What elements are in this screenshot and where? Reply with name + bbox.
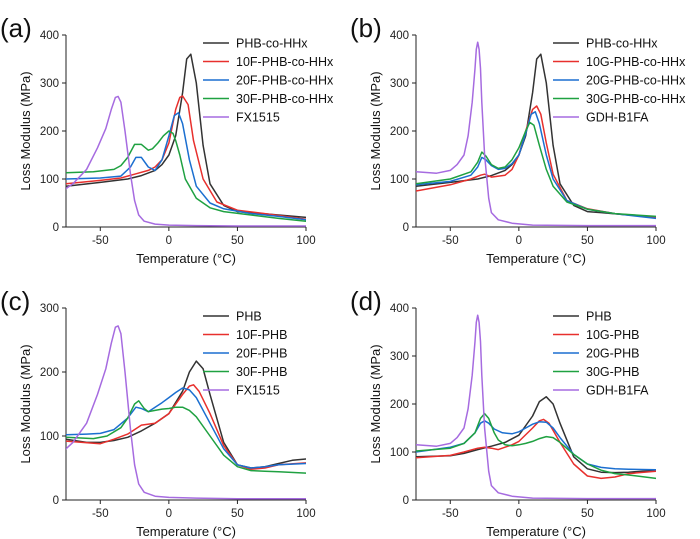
x-tick-label: 100 (296, 235, 315, 247)
series-line-30g-phb (416, 412, 656, 480)
x-tick-label: -50 (92, 508, 109, 520)
x-axis-title: Temperature (°C) (136, 524, 236, 539)
x-tick-label: 0 (166, 508, 172, 520)
y-tick-label: 400 (390, 30, 409, 42)
legend-label: FX1515 (236, 111, 280, 125)
panel-b: (b) -50 0 50 100 0 100 200 300 400 Temperature (°C… (350, 13, 686, 266)
x-axis-title: Temperature (°C) (486, 251, 586, 266)
series-line-20f-phb-co-hhx (66, 112, 306, 221)
legend-label: PHB (236, 310, 262, 324)
legend-label: 30G-PHB (586, 365, 640, 379)
x-tick-label: 100 (296, 508, 315, 520)
y-tick-label: 100 (390, 174, 409, 186)
y-tick-label: 0 (53, 222, 59, 234)
legend-label: 20G-PHB (586, 347, 640, 361)
y-tick-label: 400 (40, 30, 59, 42)
y-tick-label: 400 (390, 303, 409, 315)
y-tick-label: 0 (53, 495, 59, 507)
series-line-gdh-b1fa (416, 314, 656, 500)
x-tick-label: -50 (442, 508, 459, 520)
panel-label: (b) (350, 13, 382, 43)
legend-label: PHB-co-HHx (236, 37, 308, 51)
series-line-30g-phb-co-hhx (416, 121, 656, 218)
panel-c: (c) -50 0 50 100 0 100 200 300 Temperature (°C) Lo… (0, 286, 316, 539)
y-tick-label: 300 (390, 78, 409, 90)
legend-label: GDH-B1FA (586, 384, 649, 398)
series-line-10f-phb-co-hhx (66, 95, 306, 221)
x-tick-label: -50 (442, 235, 459, 247)
series-line-phb (416, 396, 656, 474)
panel-label: (c) (0, 286, 30, 316)
x-axis-title: Temperature (°C) (136, 251, 236, 266)
legend-label: 30G-PHB-co-HHx (586, 92, 686, 106)
legend-label: 10F-PHB (236, 328, 287, 342)
y-axis-title: Loss Modulus (MPa) (368, 344, 383, 463)
y-tick-label: 100 (40, 431, 59, 443)
series-line-20g-phb (416, 420, 656, 471)
x-tick-label: 50 (581, 508, 594, 520)
panel-a: (a) -50 0 50 100 0 100 200 300 400 Temperature (°C… (0, 13, 334, 266)
series-line-30f-phb (66, 400, 306, 474)
x-tick-label: 0 (516, 235, 522, 247)
x-tick-label: 50 (231, 508, 244, 520)
y-axis-title: Loss Modulus (MPa) (18, 71, 33, 190)
y-tick-label: 300 (390, 351, 409, 363)
legend-label: 10F-PHB-co-HHx (236, 55, 334, 69)
legend-label: FX1515 (236, 384, 280, 398)
y-tick-label: 100 (40, 174, 59, 186)
series-line-20f-phb (66, 387, 306, 469)
panel-label: (d) (350, 286, 382, 316)
panel-label: (a) (0, 13, 32, 43)
legend-label: 20G-PHB-co-HHx (586, 74, 686, 88)
legend-label: PHB-co-HHx (586, 37, 658, 51)
x-tick-label: 0 (516, 508, 522, 520)
series-line-gdh-b1fa (416, 41, 656, 227)
y-tick-label: 200 (390, 126, 409, 138)
y-axis-title: Loss Modulus (MPa) (18, 344, 33, 463)
series-line-fx1515 (66, 325, 306, 500)
series-line-phb-co-hhx (416, 53, 656, 219)
series-line-10f-phb (66, 384, 306, 471)
y-tick-label: 200 (40, 126, 59, 138)
series-line-20g-phb-co-hhx (416, 111, 656, 220)
y-tick-label: 200 (390, 399, 409, 411)
y-tick-label: 300 (40, 78, 59, 90)
x-axis-title: Temperature (°C) (486, 524, 586, 539)
legend-label: 20F-PHB-co-HHx (236, 74, 334, 88)
series-line-fx1515 (66, 95, 306, 227)
panel-d: (d) -50 0 50 100 0 100 200 300 400 Temperature (°C… (350, 286, 666, 539)
series-line-30f-phb-co-hhx (66, 130, 306, 222)
legend-label: 10G-PHB (586, 328, 640, 342)
y-tick-label: 0 (403, 222, 409, 234)
y-tick-label: 0 (403, 495, 409, 507)
legend-label: GDH-B1FA (586, 111, 649, 125)
x-tick-label: 50 (581, 235, 594, 247)
legend-label: 20F-PHB (236, 347, 287, 361)
x-tick-label: 50 (231, 235, 244, 247)
y-tick-label: 300 (40, 303, 59, 315)
x-tick-label: -50 (92, 235, 109, 247)
x-tick-label: 100 (646, 508, 665, 520)
y-tick-label: 200 (40, 367, 59, 379)
y-tick-label: 100 (390, 447, 409, 459)
legend-label: 30F-PHB-co-HHx (236, 92, 334, 106)
y-axis-title: Loss Modulus (MPa) (368, 71, 383, 190)
legend-label: 30F-PHB (236, 365, 287, 379)
x-tick-label: 100 (646, 235, 665, 247)
legend-label: 10G-PHB-co-HHx (586, 55, 686, 69)
legend-label: PHB (586, 310, 612, 324)
series-line-10g-phb (416, 418, 656, 480)
x-tick-label: 0 (166, 235, 172, 247)
